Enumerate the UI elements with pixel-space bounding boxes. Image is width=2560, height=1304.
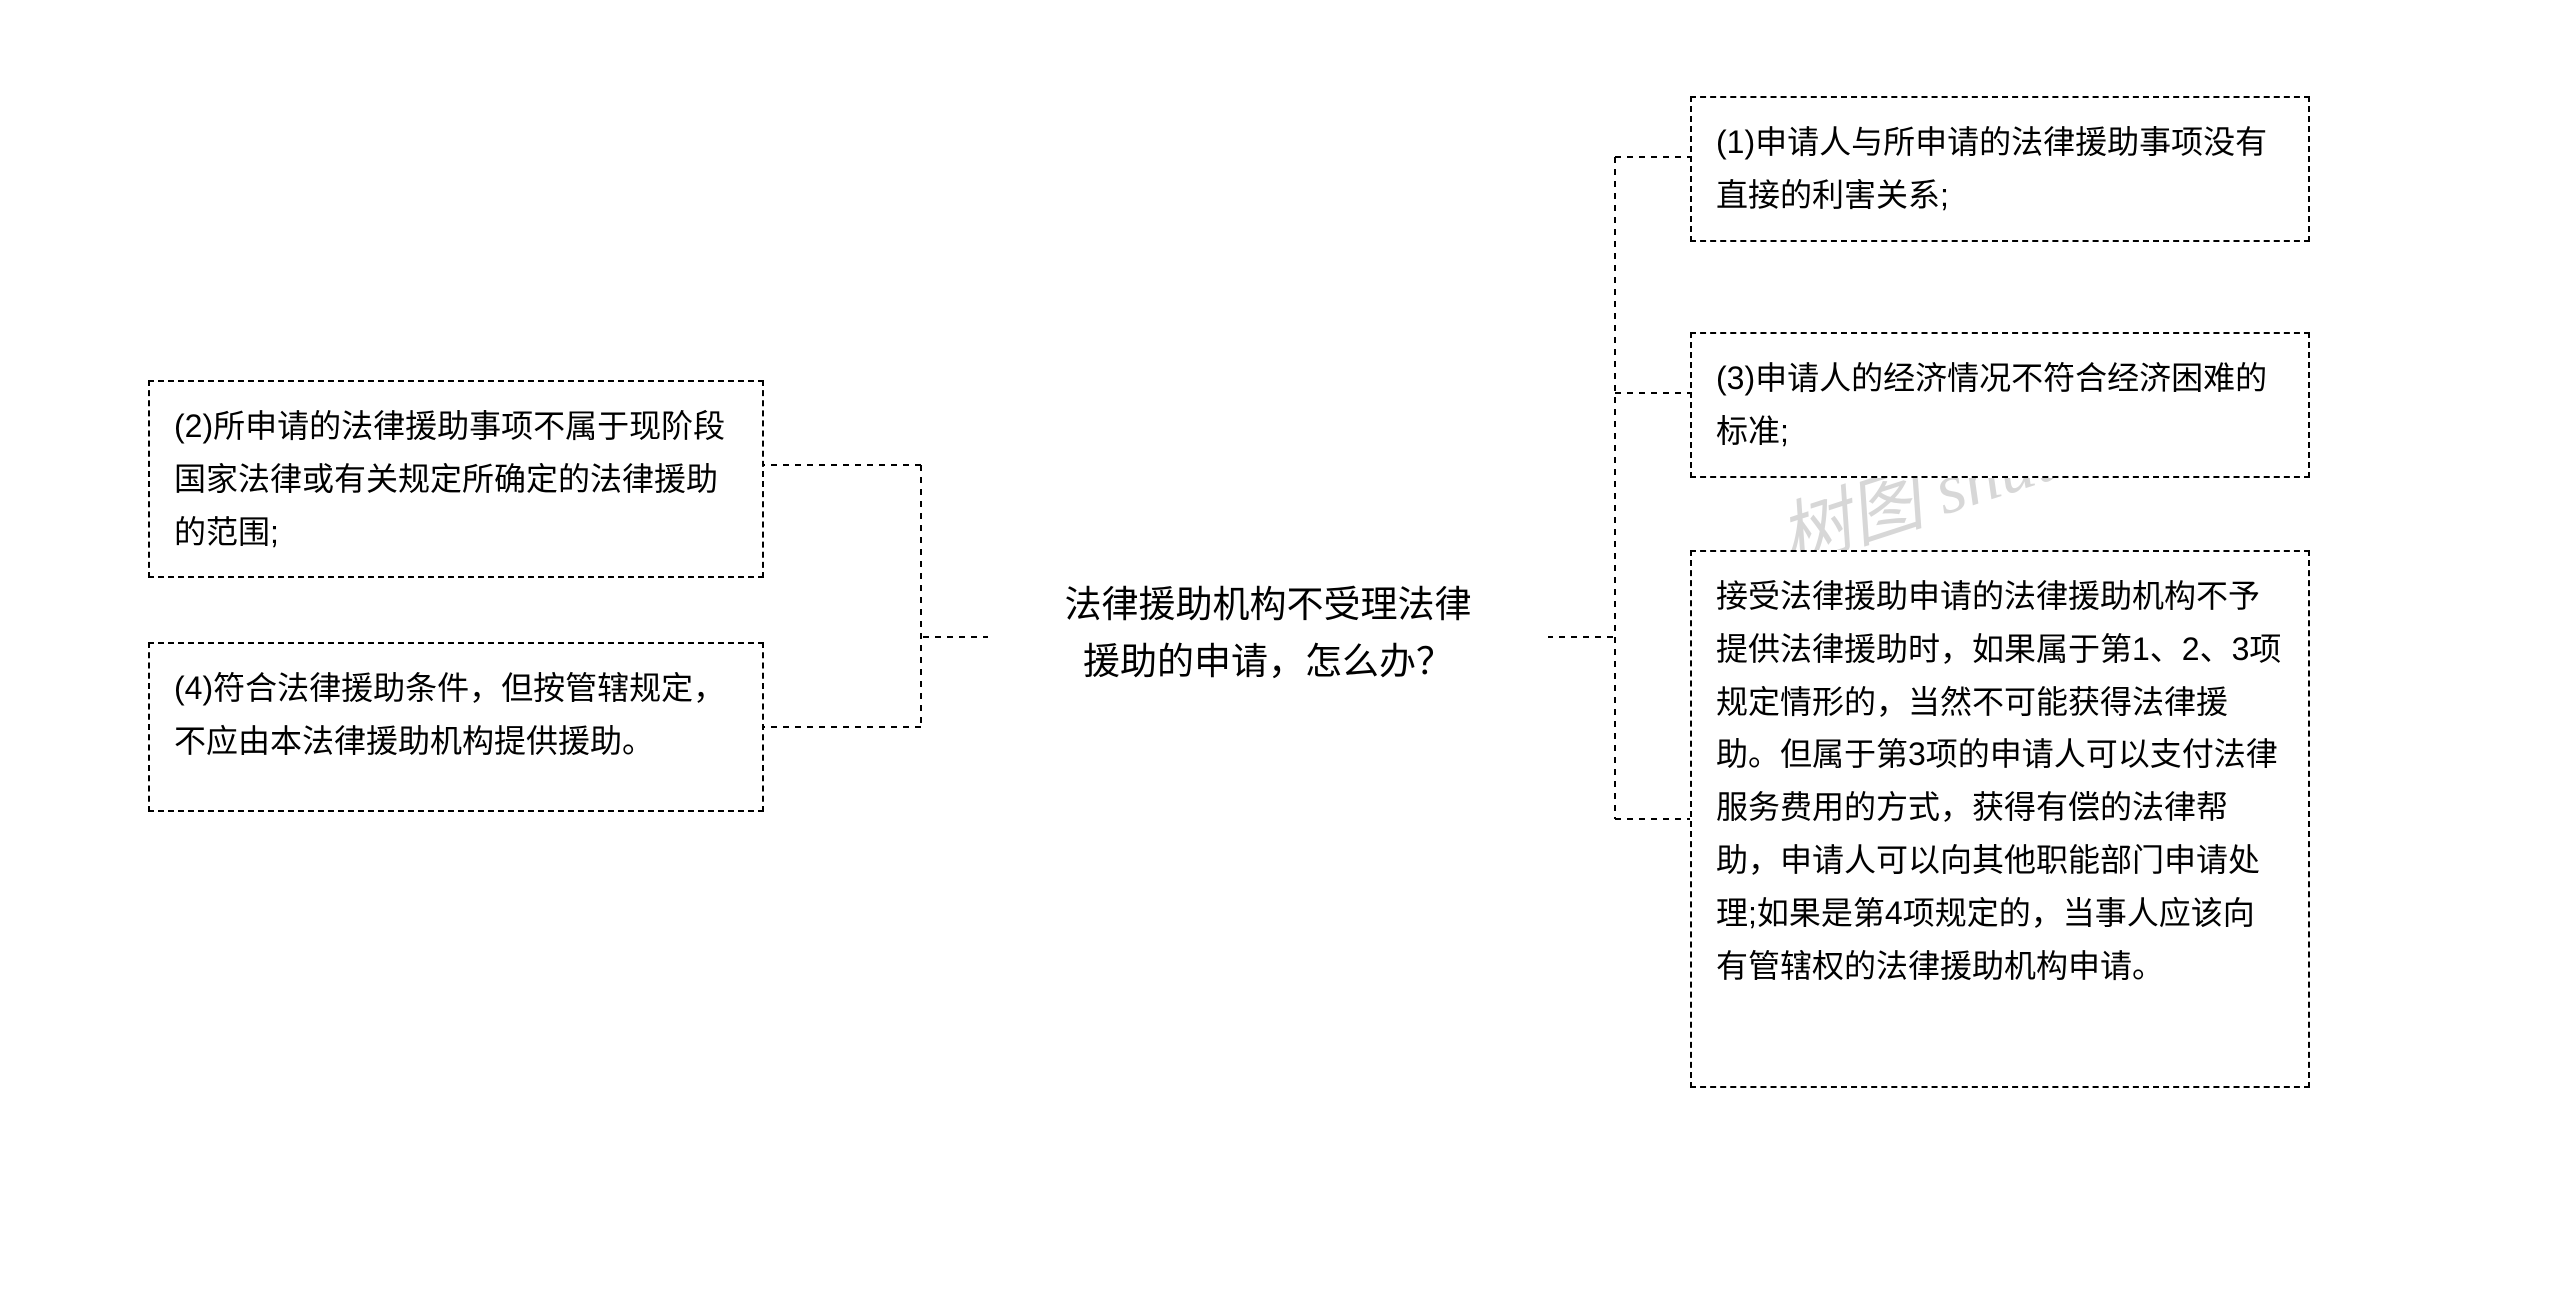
right-node-1-text: (1)申请人与所申请的法律援助事项没有直接的利害关系; <box>1716 124 2267 213</box>
right-node-2-text: (3)申请人的经济情况不符合经济困难的标准; <box>1716 360 2267 449</box>
left-node-2-text: (4)符合法律援助条件，但按管辖规定，不应由本法律援助机构提供援助。 <box>174 670 725 759</box>
center-node: 法律援助机构不受理法律 援助的申请，怎么办？ <box>988 552 1548 722</box>
center-line-1: 法律援助机构不受理法律 <box>1028 576 1508 633</box>
right-node-2: (3)申请人的经济情况不符合经济困难的标准; <box>1690 332 2310 478</box>
right-node-3: 接受法律援助申请的法律援助机构不予提供法律援助时，如果属于第1、2、3项规定情形… <box>1690 550 2310 1088</box>
left-node-1: (2)所申请的法律援助事项不属于现阶段国家法律或有关规定所确定的法律援助的范围; <box>148 380 764 578</box>
right-node-3-text: 接受法律援助申请的法律援助机构不予提供法律援助时，如果属于第1、2、3项规定情形… <box>1716 578 2281 984</box>
left-node-2: (4)符合法律援助条件，但按管辖规定，不应由本法律援助机构提供援助。 <box>148 642 764 812</box>
left-node-1-text: (2)所申请的法律援助事项不属于现阶段国家法律或有关规定所确定的法律援助的范围; <box>174 408 725 550</box>
right-node-1: (1)申请人与所申请的法律援助事项没有直接的利害关系; <box>1690 96 2310 242</box>
center-line-2: 援助的申请，怎么办？ <box>1028 633 1508 690</box>
diagram-canvas: 树图 shutu.cn 树图 shutu.cn 法律援助机构不受理法律 援助的申… <box>0 0 2560 1304</box>
